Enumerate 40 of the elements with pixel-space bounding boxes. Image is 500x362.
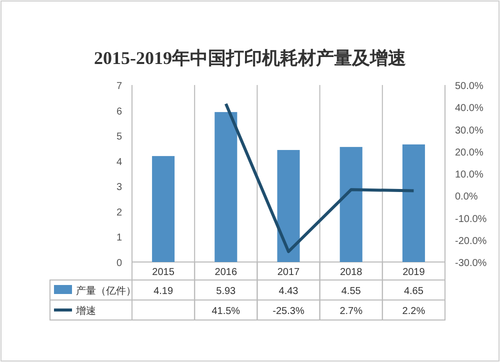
legend-label: 产量（亿件） (76, 285, 136, 297)
x-tick-label: 2015 (152, 267, 175, 278)
y2-tick-label: -20.0% (455, 236, 487, 247)
x-tick-label: 2018 (340, 267, 363, 278)
y2-tick-label: -10.0% (455, 214, 487, 225)
data-label: 2.7% (340, 306, 363, 317)
bar (214, 112, 238, 262)
y-tick-label: 5 (116, 132, 122, 143)
y2-tick-label: 50.0% (455, 81, 484, 92)
data-label: 5.93 (216, 286, 236, 297)
bar (152, 156, 175, 262)
x-tick-label: 2017 (277, 267, 300, 278)
y2-tick-label: 30.0% (455, 125, 484, 136)
data-label: 4.43 (278, 286, 299, 297)
data-label: 4.19 (154, 286, 174, 297)
y2-tick-label: 10.0% (455, 170, 484, 180)
y2-tick-label: -30.0% (455, 258, 487, 269)
line-series (224, 102, 416, 254)
y-tick-label: 2 (116, 207, 122, 218)
y-tick-label: 6 (116, 106, 122, 118)
data-label: 4.65 (404, 286, 424, 297)
chart-title: 2015-2019年中国打印机耗材产量及增速 (94, 48, 406, 68)
bar (402, 144, 425, 262)
y2-tick-label: 0.0% (455, 192, 478, 203)
y2-tick-label: 40.0% (455, 103, 484, 114)
data-label: 4.55 (341, 286, 362, 297)
y2-tick-label: 20.0% (455, 147, 484, 158)
bar (340, 146, 362, 262)
y-tick-label: 4 (116, 156, 122, 168)
x-tick-label: 2019 (402, 267, 426, 278)
y-tick-label: 3 (116, 182, 122, 194)
y-tick-label: 7 (116, 81, 122, 92)
data-label: -25.3% (272, 306, 304, 317)
data-label: 41.5% (212, 306, 240, 317)
x-tick-label: 2016 (214, 267, 238, 278)
y-tick-label: 0 (116, 258, 122, 269)
y-tick-label: 1 (116, 232, 122, 244)
bar (277, 150, 300, 262)
legend-label: 增速 (75, 305, 96, 317)
data-label: 2.2% (402, 306, 426, 317)
